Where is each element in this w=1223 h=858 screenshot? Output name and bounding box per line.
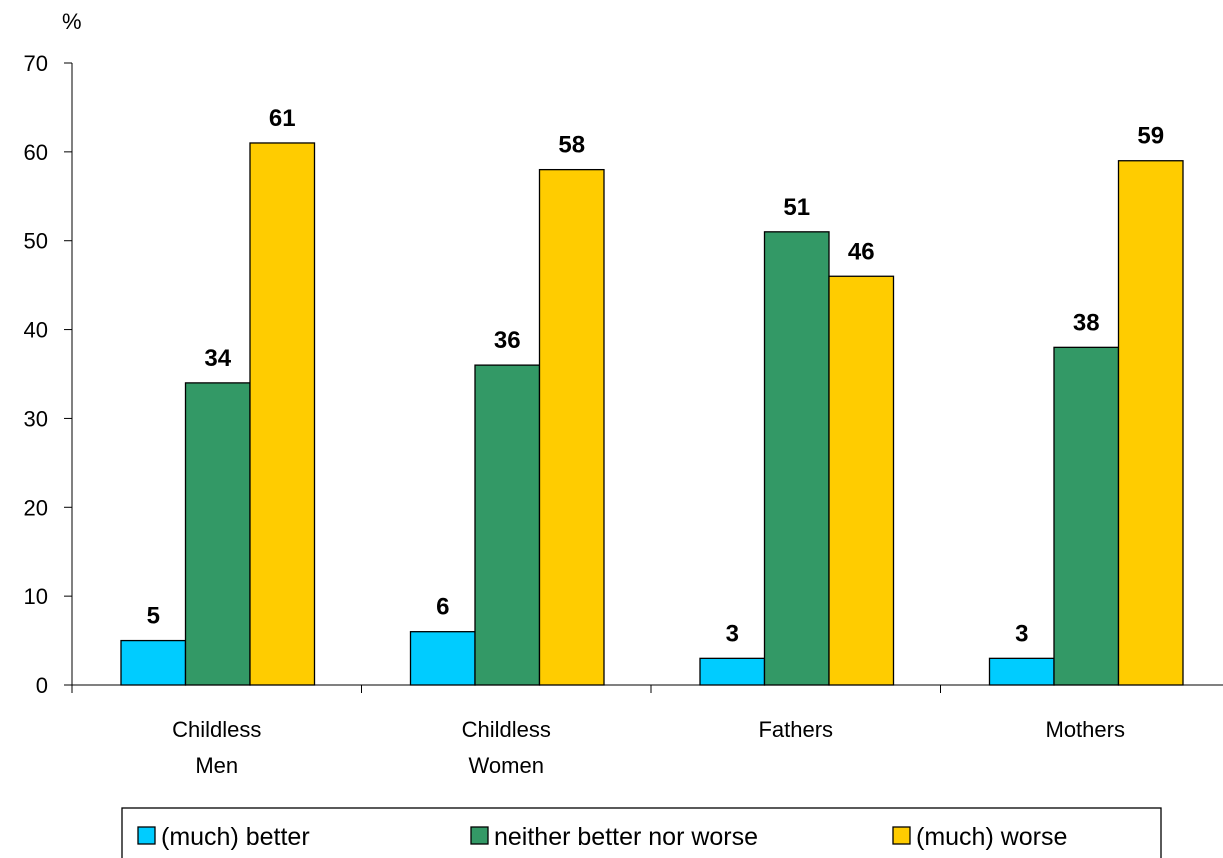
category-label: Fathers — [758, 717, 833, 742]
bar — [249, 142, 316, 686]
data-labels: 5 34 61 6 36 58 3 51 46 3 38 59 — [147, 105, 1165, 647]
bar — [184, 382, 251, 686]
y-tick-label: 50 — [24, 229, 48, 254]
legend-swatch — [470, 826, 489, 845]
bar — [538, 168, 605, 686]
y-tick-label: 40 — [24, 318, 48, 343]
bar — [763, 231, 830, 686]
legend-swatch — [137, 826, 156, 845]
legend-label: (much) worse — [916, 823, 1067, 851]
bar — [828, 275, 895, 686]
y-tick-label: 10 — [24, 584, 48, 609]
data-label: 61 — [269, 105, 296, 132]
category-label-line: Childless — [172, 717, 261, 742]
legend-swatch — [892, 826, 911, 845]
bar — [988, 657, 1055, 686]
data-label: 3 — [1015, 620, 1028, 647]
category-labels: Childless Men Childless Women Fathers Mothers — [172, 717, 1125, 778]
category-label: Mothers — [1046, 717, 1125, 742]
data-label: 51 — [783, 194, 810, 221]
data-label: 58 — [558, 132, 585, 159]
legend-label: neither better nor worse — [494, 823, 758, 851]
y-tick-label: 20 — [24, 495, 48, 520]
category-label: Childless Women — [462, 717, 551, 778]
category-label-line: Childless — [462, 717, 551, 742]
data-label: 6 — [436, 594, 449, 621]
category-label: Childless Men — [172, 717, 261, 778]
data-label: 46 — [848, 238, 875, 265]
legend: (much) better neither better nor worse (mu… — [121, 807, 1162, 858]
category-label-line: Mothers — [1046, 717, 1125, 742]
category-label-line: Men — [195, 753, 238, 778]
bar — [1053, 346, 1120, 686]
data-label: 5 — [147, 603, 160, 630]
data-label: 59 — [1137, 123, 1164, 150]
bar — [409, 631, 476, 686]
y-axis: 0 10 20 30 40 50 60 70 — [24, 51, 73, 698]
y-tick-label: 60 — [24, 140, 48, 165]
bar — [120, 639, 187, 686]
y-tick-label: 30 — [24, 406, 48, 431]
category-label-line: Fathers — [758, 717, 833, 742]
data-label: 3 — [726, 620, 739, 647]
y-axis-unit-label: % — [62, 9, 82, 34]
bar — [1117, 160, 1184, 686]
bar-series-group — [120, 142, 1184, 686]
bar — [699, 657, 766, 686]
data-label: 36 — [494, 327, 521, 354]
legend-box — [121, 807, 1162, 858]
legend-label: (much) better — [161, 823, 310, 851]
bar — [474, 364, 541, 686]
data-label: 38 — [1073, 309, 1100, 336]
category-label-line: Women — [469, 753, 544, 778]
y-tick-label: 0 — [36, 673, 48, 698]
y-tick-label: 70 — [24, 51, 48, 76]
x-axis — [71, 684, 1223, 693]
data-label: 34 — [204, 345, 231, 372]
